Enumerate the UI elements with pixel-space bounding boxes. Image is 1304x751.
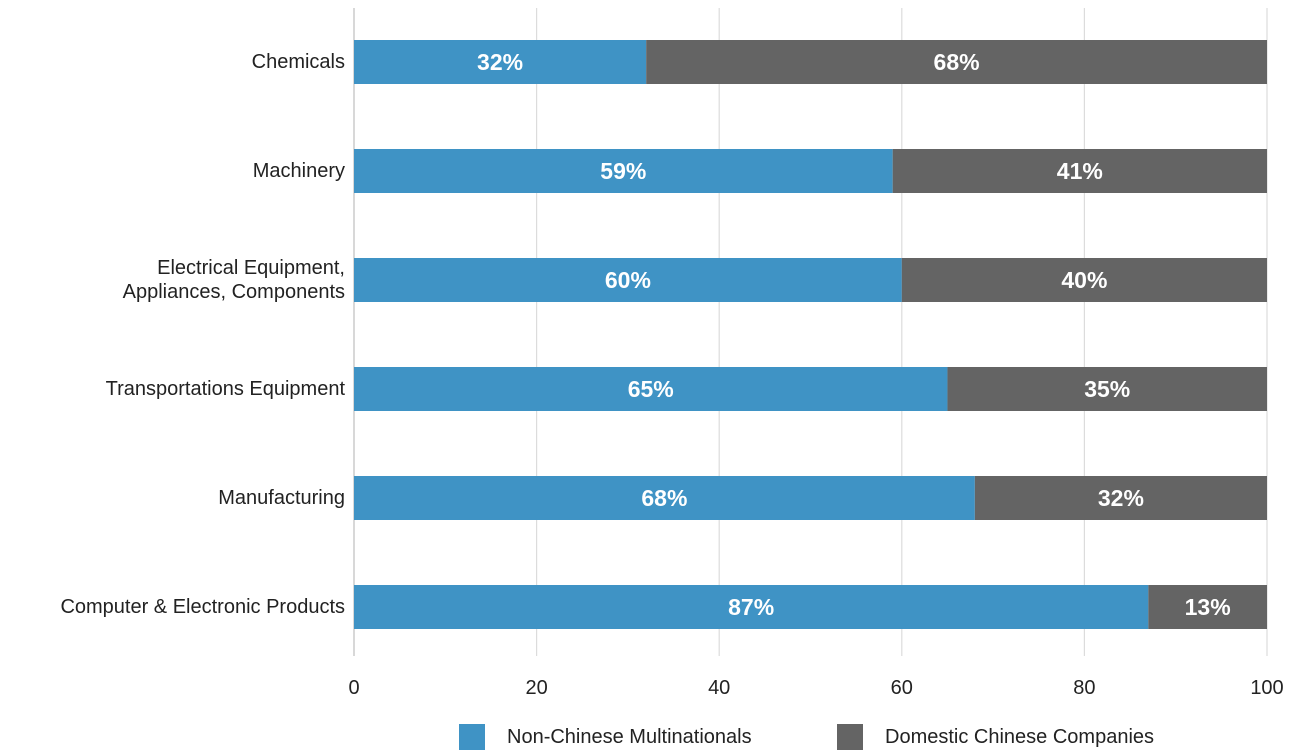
bar-value-label: 59% [600,158,646,184]
bar-segment [892,149,1267,193]
category-label: Electrical Equipment, Appliances, Compone… [123,257,345,303]
legend-swatch [837,724,863,750]
bar-segment [354,258,902,302]
x-tick-label: 40 [708,677,730,699]
x-tick-label: 100 [1250,677,1283,699]
bar-segment [646,40,1267,84]
bar-value-label: 60% [605,267,651,293]
bar-segment [354,367,948,411]
category-label: Chemicals [252,51,345,73]
category-label: Transportations Equipment [106,378,346,400]
bar-value-label: 13% [1185,594,1231,620]
x-tick-label: 60 [891,677,913,699]
bar-value-label: 65% [628,376,674,402]
bar-value-label: 41% [1057,158,1103,184]
legend-swatch [459,724,485,750]
bar-value-label: 35% [1084,376,1130,402]
bar-segment [901,258,1267,302]
bar-value-label: 32% [1098,485,1144,511]
category-label: Machinery [253,160,345,182]
bar-segment [354,476,975,520]
bars [354,40,1267,629]
bar-segment [974,476,1267,520]
bar-value-label: 40% [1061,267,1107,293]
bar-segment [1148,585,1267,629]
bar-labels: 32% 68% 59% 41% 60% 40% 65% 35% 68% 32% 87% 13% [477,49,1231,620]
x-tick-label: 0 [348,677,359,699]
category-label: Manufacturing [218,487,345,509]
x-tick-label: 80 [1073,677,1095,699]
bar-segment [947,367,1267,411]
bar-segment [354,149,893,193]
legend-label: Domestic Chinese Companies [885,726,1154,748]
legend-label: Non-Chinese Multinationals [507,726,752,748]
bar-value-label: 68% [641,485,687,511]
category-labels: Chemicals Machinery Electrical Equipment, A… [60,51,345,618]
bar-segment [354,40,647,84]
bar-segment [354,585,1149,629]
legend: Non-Chinese Multinationals Domestic Chine… [459,724,1154,750]
gridlines [353,8,1268,656]
x-tick-label: 20 [525,677,547,699]
bar-value-label: 87% [728,594,774,620]
bar-value-label: 32% [477,49,523,75]
category-label: Computer & Electronic Products [60,596,345,618]
x-axis-ticks: 0 20 40 60 80 100 [348,677,1283,699]
bar-value-label: 68% [934,49,980,75]
